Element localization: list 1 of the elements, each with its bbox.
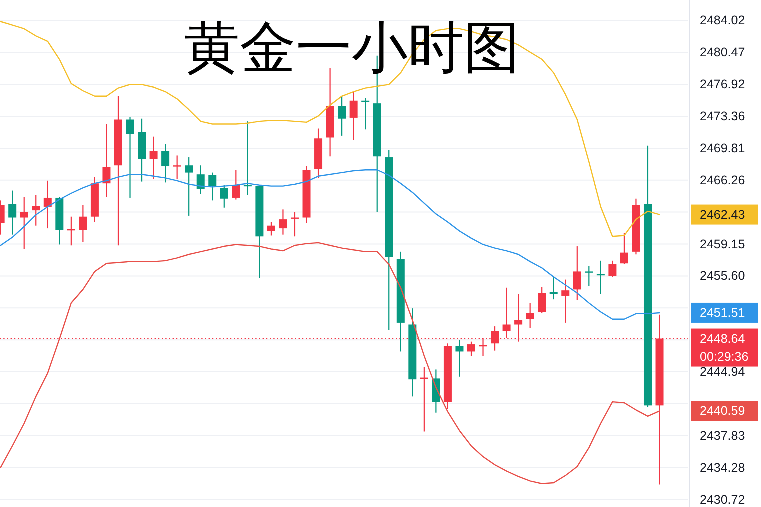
title: 黄金一小时图 (184, 16, 520, 81)
